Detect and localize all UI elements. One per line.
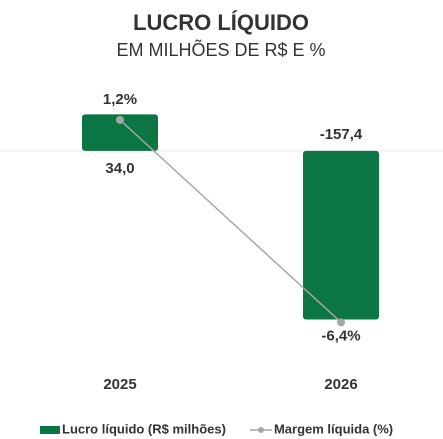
legend-swatch-marker	[257, 427, 264, 433]
legend-swatch	[40, 426, 60, 434]
legend-label: Margem líquida (%)	[274, 421, 393, 436]
bar	[303, 150, 379, 320]
x-tick-label: 2026	[324, 376, 357, 393]
line-marker	[337, 318, 345, 327]
data-label: 1,2%	[103, 91, 137, 108]
data-label: -6,4%	[321, 327, 360, 344]
line	[119, 119, 342, 323]
chart-title: LUCRO LÍQUIDO	[133, 10, 309, 35]
data-label: -157,4	[320, 126, 363, 143]
data-label: 34,0	[105, 160, 134, 177]
line-marker	[116, 115, 124, 124]
chart-subtitle: EM MILHÕES DE R$ E %	[116, 39, 325, 60]
legend-label: Lucro líquido (R$ milhões)	[62, 421, 226, 436]
bar	[82, 114, 158, 151]
x-tick-label: 2025	[103, 376, 136, 393]
